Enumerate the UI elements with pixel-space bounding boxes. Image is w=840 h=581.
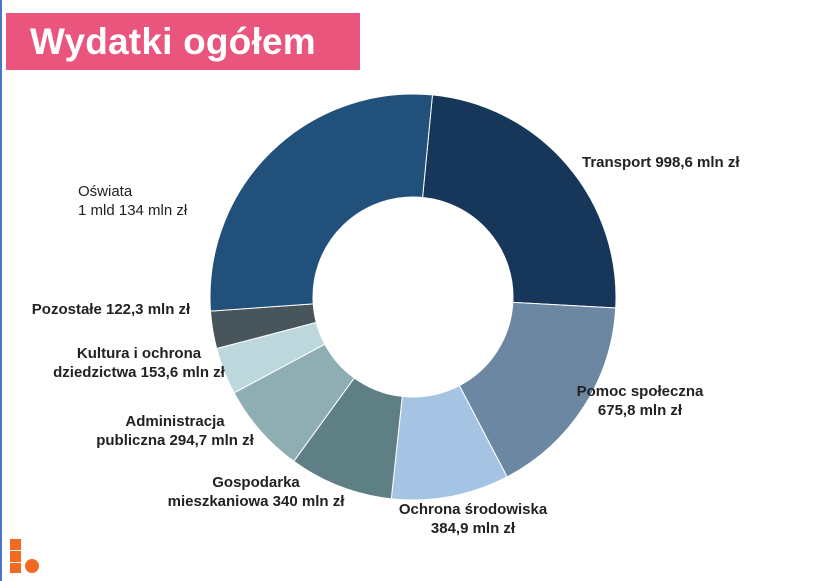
logo-square-middle — [10, 551, 21, 562]
slice-label-ochrona: Ochrona środowiska 384,9 mln zł — [399, 501, 548, 537]
brand-logo-icon — [10, 539, 39, 573]
logo-square-bottom — [10, 563, 21, 573]
slice-label-line: publiczna 294,7 mln zł — [96, 432, 254, 449]
slice-label-line: 384,9 mln zł — [431, 520, 516, 537]
slice-label-line: Ochrona środowiska — [399, 501, 548, 518]
slice-label-oswiata: Oświata 1 mld 134 mln zł — [78, 183, 188, 219]
slice-label-pozostale: Pozostałe 122,3 mln zł — [32, 301, 191, 318]
slice-label-line: Kultura i ochrona — [77, 345, 202, 362]
slice-label-line: Pozostałe 122,3 mln zł — [32, 301, 191, 318]
title-banner: Wydatki ogółem — [6, 13, 360, 70]
slice-label-line: Pomoc społeczna — [577, 383, 704, 400]
slice-label-line: dziedzictwa 153,6 mln zł — [53, 364, 226, 381]
slice-label-kultura: Kultura i ochrona dziedzictwa 153,6 mln z… — [53, 345, 226, 381]
slice-label-line: Oświata — [78, 183, 133, 200]
slice-label-administracja: Administracja publiczna 294,7 mln zł — [96, 413, 254, 449]
logo-circle — [25, 559, 39, 573]
slice-label-line: 675,8 mln zł — [598, 402, 683, 419]
slice-label-line: Gospodarka — [212, 474, 300, 491]
donut-slice-pomoc — [458, 301, 617, 478]
slice-label-transport: Transport 998,6 mln zł — [582, 154, 740, 171]
slice-label-line: mieszkaniowa 340 mln zł — [168, 493, 346, 510]
donut-slice-oswiata — [209, 93, 434, 312]
slice-label-line: Administracja — [125, 413, 225, 430]
left-border-rule — [0, 0, 2, 581]
slice-label-gospodarka: Gospodarka mieszkaniowa 340 mln zł — [168, 474, 346, 510]
slice-label-line: 1 mld 134 mln zł — [78, 202, 188, 219]
slice-label-line: Transport 998,6 mln zł — [582, 154, 740, 171]
slice-label-pomoc: Pomoc społeczna 675,8 mln zł — [577, 383, 704, 419]
page-title: Wydatki ogółem — [30, 20, 316, 62]
logo-square-top — [10, 539, 21, 550]
donut-slice-transport — [422, 94, 617, 309]
